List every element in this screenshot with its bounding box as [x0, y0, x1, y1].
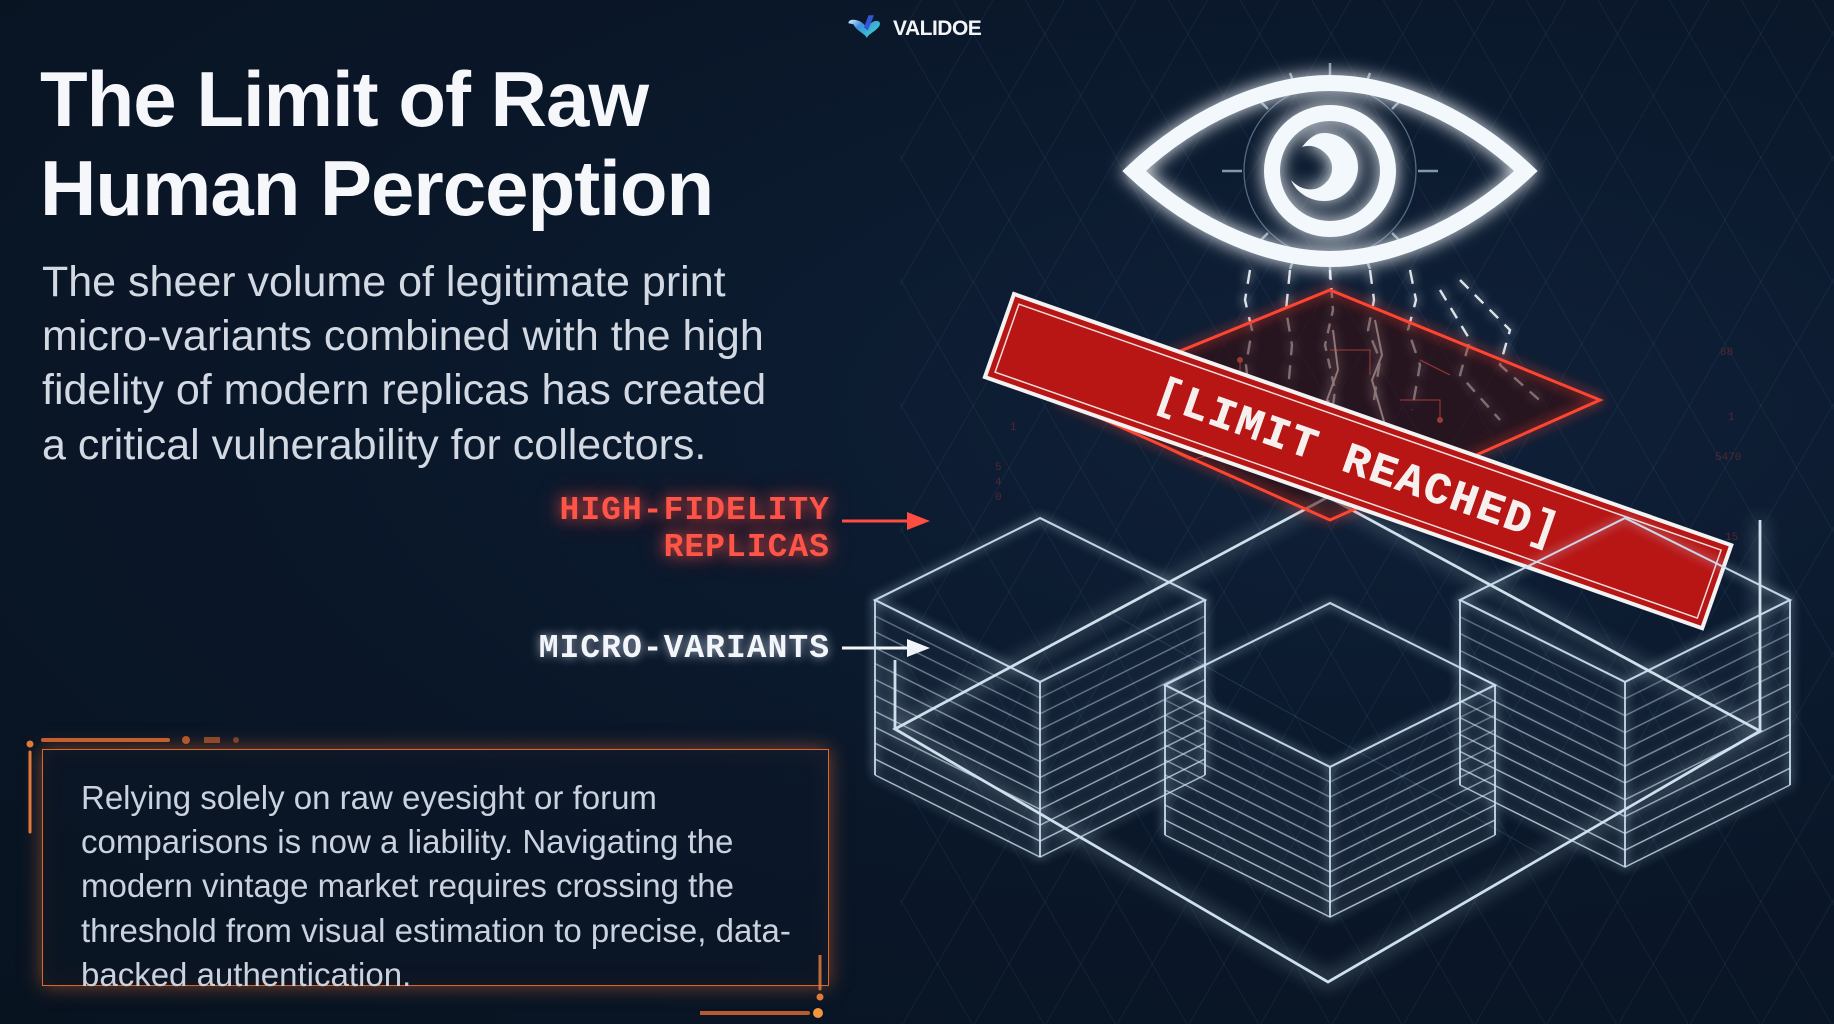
svg-text:88: 88 — [1720, 347, 1733, 359]
svg-text:4: 4 — [995, 477, 1002, 489]
svg-text:5470: 5470 — [1715, 452, 1741, 464]
svg-text:5: 5 — [995, 462, 1002, 474]
svg-text:1: 1 — [1010, 422, 1017, 434]
svg-text:1: 1 — [1728, 412, 1735, 424]
svg-text:0: 0 — [995, 492, 1002, 504]
